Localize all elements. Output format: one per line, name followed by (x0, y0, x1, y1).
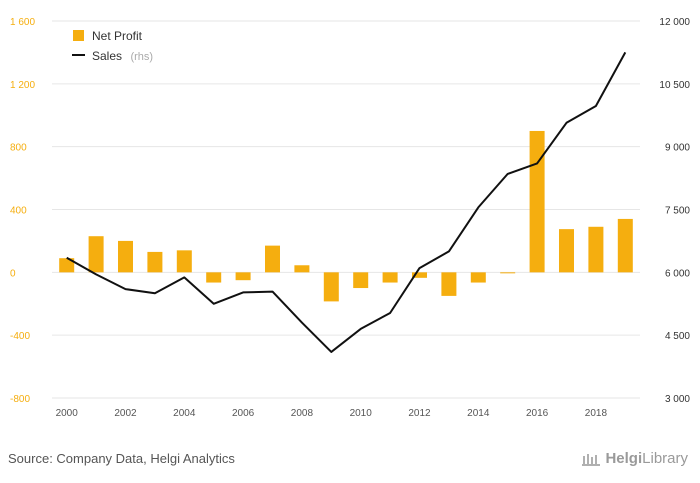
net-profit-bar (588, 226, 604, 273)
legend-label-sales: Sales (rhs) (92, 47, 153, 64)
x-axis-tick-label: 2014 (467, 408, 490, 419)
net-profit-bar (529, 130, 545, 273)
right-axis-tick-label: 7 500 (665, 206, 690, 217)
logo-text-helgi: Helgi (605, 450, 643, 467)
right-axis-tick-label: 3 000 (665, 394, 690, 405)
x-axis-tick-label: 2012 (408, 408, 431, 419)
source-note: Source: Company Data, Helgi Analytics (8, 451, 235, 466)
sales-line (66, 51, 627, 353)
legend-label-sales-name: Sales (92, 49, 122, 63)
left-axis-tick-label: 0 (10, 268, 16, 279)
left-axis-tick-label: 1 200 (10, 80, 35, 91)
right-axis-tick-label: 10 500 (659, 80, 690, 91)
net-profit-bar (118, 240, 133, 273)
x-axis-tick-label: 2002 (114, 408, 137, 419)
x-axis-tick-label: 2010 (350, 408, 373, 419)
net-profit-bars (59, 130, 633, 302)
right-axis-tick-label: 4 500 (665, 331, 690, 342)
left-axis-tick-label: 800 (10, 143, 27, 154)
left-axis-tick-label: -800 (10, 394, 30, 405)
chart: 1 600 1 200 800 400 0 -400 -800 12 000 10 500 9 … (10, 17, 690, 419)
right-axis-tick-label: 9 000 (665, 143, 690, 154)
net-profit-bar (559, 229, 574, 273)
x-axis-tick-label: 2016 (526, 408, 549, 419)
net-profit-bar (147, 251, 163, 273)
net-profit-bar (88, 236, 104, 273)
right-axis-tick-label: 12 000 (659, 17, 690, 28)
legend-label-sales-suffix: (rhs) (130, 51, 153, 63)
net-profit-bar (176, 250, 192, 273)
legend-label-net-profit: Net Profit (92, 29, 143, 43)
right-axis: 12 000 10 500 9 000 7 500 6 000 4 500 3 000 (659, 17, 690, 405)
helgi-library-logo: Helgi Library (581, 450, 688, 467)
left-axis-tick-label: 400 (10, 206, 27, 217)
x-axis-tick-label: 2018 (585, 408, 608, 419)
net-profit-bar (323, 272, 339, 302)
net-profit-bar (59, 258, 75, 273)
net-profit-bar (353, 272, 369, 289)
net-profit-bar (470, 272, 486, 283)
net-profit-bar (206, 272, 222, 283)
net-profit-bar (235, 272, 251, 281)
left-axis: 1 600 1 200 800 400 0 -400 -800 (10, 17, 35, 405)
legend-swatch-net-profit (73, 30, 84, 41)
library-building-icon (582, 453, 601, 466)
legend: Net Profit Sales (rhs) (72, 29, 153, 64)
x-axis: 2000 2002 2004 2006 2008 2010 2012 2014 2016 2018 (56, 408, 608, 419)
x-axis-tick-label: 2008 (291, 408, 314, 419)
net-profit-bar (294, 265, 310, 273)
sales-line-group (66, 51, 627, 353)
left-axis-tick-label: 1 600 (10, 17, 35, 28)
x-axis-tick-label: 2006 (232, 408, 255, 419)
x-axis-tick-label: 2000 (56, 408, 79, 419)
net-profit-bar (500, 272, 516, 274)
net-profit-bar (412, 272, 427, 278)
net-profit-bar (265, 245, 280, 273)
right-axis-tick-label: 6 000 (665, 268, 690, 279)
left-axis-tick-label: -400 (10, 331, 30, 342)
logo-text-library: Library (642, 450, 688, 467)
net-profit-bar (382, 272, 398, 283)
net-profit-bar (617, 218, 633, 273)
net-profit-bar (441, 272, 457, 296)
x-axis-tick-label: 2004 (173, 408, 196, 419)
